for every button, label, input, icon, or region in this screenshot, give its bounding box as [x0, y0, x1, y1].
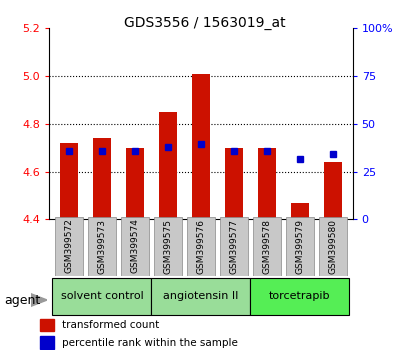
Text: GSM399579: GSM399579	[294, 218, 303, 274]
Bar	[257, 148, 275, 219]
FancyBboxPatch shape	[88, 217, 116, 275]
Bar	[40, 319, 54, 331]
Bar	[158, 112, 177, 219]
FancyBboxPatch shape	[187, 217, 214, 275]
FancyBboxPatch shape	[52, 278, 151, 315]
Bar	[126, 148, 144, 219]
FancyBboxPatch shape	[151, 278, 250, 315]
FancyBboxPatch shape	[55, 217, 83, 275]
FancyBboxPatch shape	[121, 217, 148, 275]
Text: angiotensin II: angiotensin II	[163, 291, 238, 302]
Text: GSM399575: GSM399575	[163, 218, 172, 274]
Text: GSM399573: GSM399573	[97, 218, 106, 274]
Text: GSM399578: GSM399578	[262, 218, 271, 274]
Text: GSM399572: GSM399572	[64, 218, 73, 274]
Text: torcetrapib: torcetrapib	[268, 291, 330, 302]
FancyBboxPatch shape	[318, 217, 346, 275]
Bar	[323, 162, 341, 219]
Bar	[290, 203, 308, 219]
FancyBboxPatch shape	[153, 217, 182, 275]
Bar	[191, 74, 209, 219]
Text: percentile rank within the sample: percentile rank within the sample	[61, 338, 237, 348]
FancyBboxPatch shape	[285, 217, 313, 275]
Text: GDS3556 / 1563019_at: GDS3556 / 1563019_at	[124, 16, 285, 30]
FancyBboxPatch shape	[252, 217, 280, 275]
Bar	[40, 336, 54, 349]
Text: transformed count: transformed count	[61, 320, 159, 330]
Polygon shape	[31, 294, 47, 306]
Text: agent: agent	[4, 294, 40, 307]
Text: GSM399574: GSM399574	[130, 218, 139, 274]
Text: GSM399577: GSM399577	[229, 218, 238, 274]
Text: GSM399576: GSM399576	[196, 218, 205, 274]
Bar	[93, 138, 111, 219]
Text: solvent control: solvent control	[61, 291, 143, 302]
Text: GSM399580: GSM399580	[328, 218, 337, 274]
FancyBboxPatch shape	[219, 217, 247, 275]
Bar	[60, 143, 78, 219]
FancyBboxPatch shape	[250, 278, 348, 315]
Bar	[224, 148, 243, 219]
